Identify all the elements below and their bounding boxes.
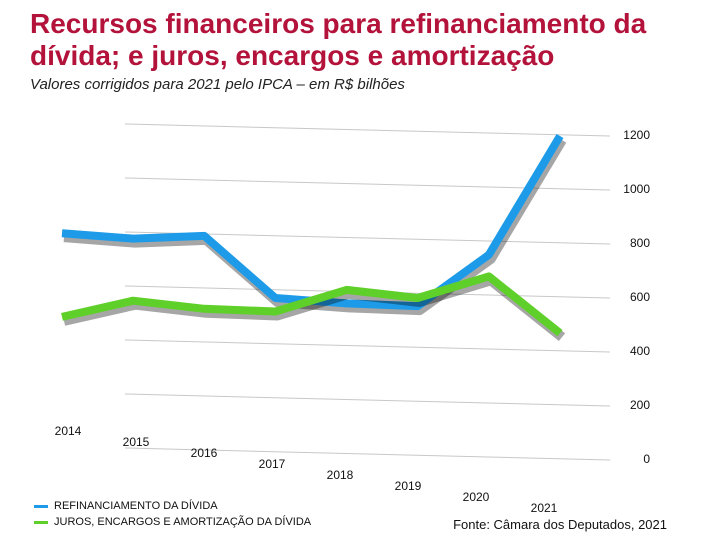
series-line [61,272,563,337]
legend-item: JUROS, ENCARGOS E AMORTIZAÇÃO DA DÍVIDA [34,516,311,528]
title: Recursos financeiros para refinanciament… [30,8,647,71]
y-tick-label: 600 [630,290,650,304]
legend-item: REFINANCIAMENTO DA DÍVIDA [34,500,218,512]
x-tick-label: 2016 [191,446,218,460]
series-line-shadow [62,275,566,342]
grid-line [124,339,611,353]
x-tick-label: 2020 [463,490,490,504]
x-tick-label: 2014 [55,424,82,438]
x-tick-label: 2015 [123,435,150,449]
y-tick-label: 0 [643,452,650,466]
y-tick-label: 400 [630,344,650,358]
legend-label: REFINANCIAMENTO DA DÍVIDA [54,500,218,512]
y-tick-label: 800 [630,236,650,250]
grid-line [124,123,611,137]
subtitle: Valores corrigidos para 2021 pelo IPCA –… [30,76,405,93]
y-tick-label: 200 [630,398,650,412]
y-tick-label: 1000 [623,182,650,196]
grid-line [124,393,611,407]
legend-label: JUROS, ENCARGOS E AMORTIZAÇÃO DA DÍVIDA [54,516,312,528]
legend-swatch [34,504,48,508]
x-tick-label: 2019 [395,479,422,493]
y-tick-label: 1200 [623,128,650,142]
x-tick-label: 2021 [531,501,558,515]
grid-line [124,447,611,461]
x-tick-label: 2018 [327,468,354,482]
legend-swatch [34,520,48,524]
x-tick-label: 2017 [259,457,286,471]
source: Fonte: Câmara dos Deputados, 2021 [453,517,667,532]
